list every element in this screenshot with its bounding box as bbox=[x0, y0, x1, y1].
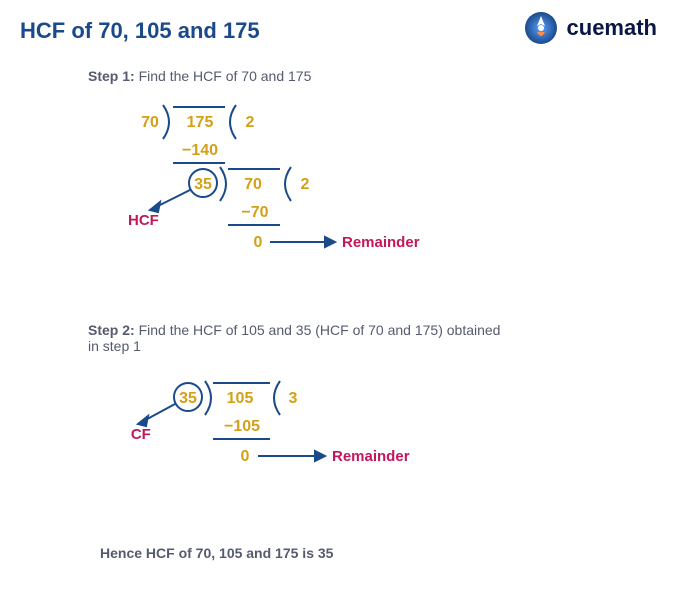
d2-dividend1: 105 bbox=[227, 390, 254, 407]
step2-label: Step 2: Find the HCF of 105 and 35 (HCF … bbox=[88, 322, 508, 354]
d1-sub1: −140 bbox=[182, 142, 218, 159]
rocket-icon bbox=[523, 10, 559, 46]
d1-hcf-label: HCF bbox=[128, 212, 159, 229]
d2-remainder: 0 bbox=[241, 448, 250, 465]
step1-bold: Step 1: bbox=[88, 68, 135, 84]
d1-remainder: 0 bbox=[254, 234, 263, 251]
d1-sub2: −70 bbox=[241, 204, 268, 221]
d2-rem-label: Remainder bbox=[332, 448, 410, 465]
conclusion: Hence HCF of 70, 105 and 175 is 35 bbox=[100, 545, 333, 561]
step1-text: Find the HCF of 70 and 175 bbox=[139, 68, 312, 84]
d1-rem-label: Remainder bbox=[342, 234, 420, 251]
d1-divisor2: 35 bbox=[194, 176, 212, 193]
step2-bold: Step 2: bbox=[88, 322, 135, 338]
d1-quotient1: 2 bbox=[246, 114, 255, 131]
d2-divisor1: 35 bbox=[179, 390, 197, 407]
d2-hcf-label: HCF bbox=[130, 426, 151, 443]
diagram1: 70 175 2 −140 35 70 2 −70 0 HCF Remainde… bbox=[110, 95, 610, 285]
d1-divisor1: 70 bbox=[141, 114, 159, 131]
d1-quotient2: 2 bbox=[301, 176, 310, 193]
d1-dividend1: 175 bbox=[187, 114, 214, 131]
logo-text: cuemath bbox=[567, 15, 657, 41]
diagram2: 35 105 3 −105 0 HCF Remainder bbox=[130, 370, 630, 510]
d2-quotient1: 3 bbox=[289, 390, 298, 407]
logo: cuemath bbox=[523, 10, 657, 46]
d2-sub1: −105 bbox=[224, 418, 260, 435]
page-title: HCF of 70, 105 and 175 bbox=[20, 18, 260, 44]
d1-dividend2: 70 bbox=[244, 176, 262, 193]
step1-label: Step 1: Find the HCF of 70 and 175 bbox=[88, 68, 311, 84]
step2-text: Find the HCF of 105 and 35 (HCF of 70 an… bbox=[88, 322, 500, 354]
